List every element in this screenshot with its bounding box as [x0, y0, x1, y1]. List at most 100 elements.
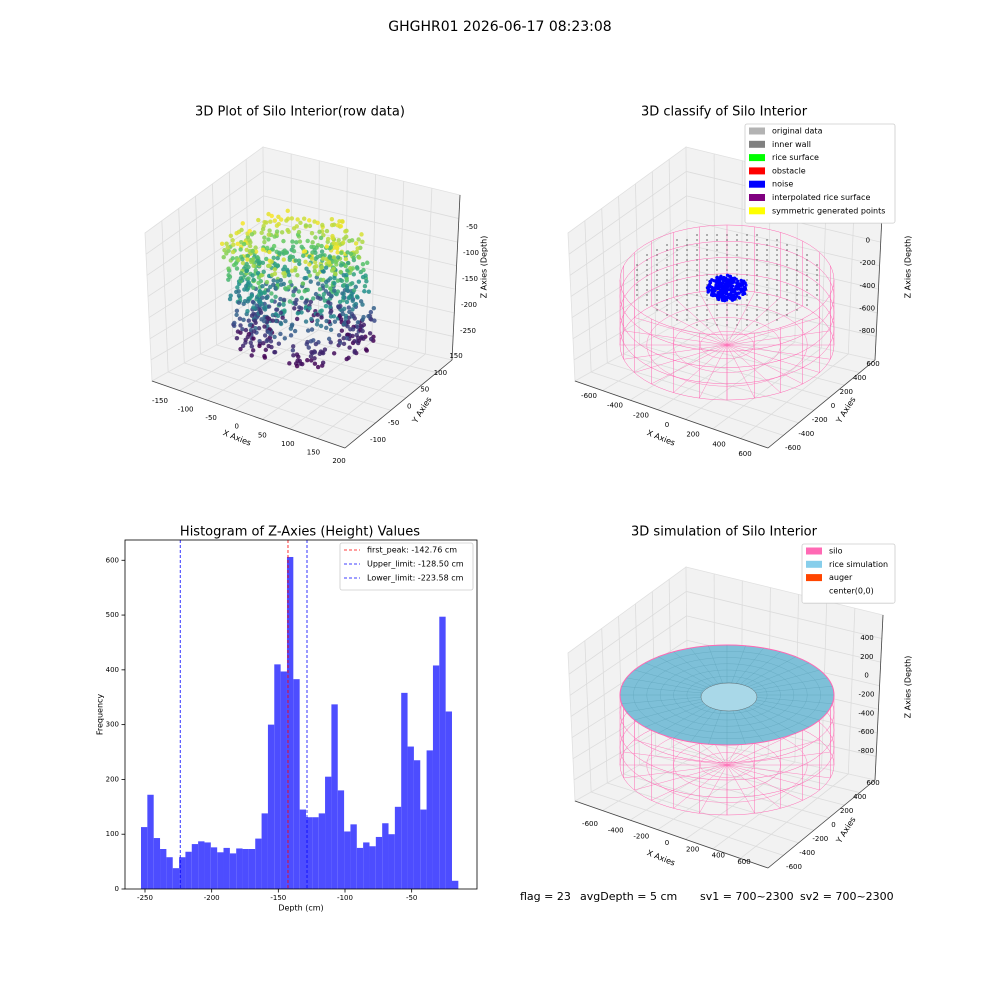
point	[363, 347, 369, 352]
point	[726, 293, 731, 297]
bar	[179, 857, 186, 889]
point	[666, 304, 668, 306]
pane-grid	[671, 326, 860, 373]
point	[329, 216, 335, 222]
point	[720, 295, 724, 299]
point	[706, 299, 708, 301]
point	[816, 284, 818, 286]
point	[264, 338, 269, 344]
point	[729, 285, 733, 290]
point	[276, 214, 281, 220]
point	[303, 319, 309, 324]
point	[666, 309, 668, 311]
point	[366, 289, 372, 294]
x-tick-label: 200	[686, 431, 699, 439]
point	[676, 304, 678, 306]
point	[355, 295, 360, 300]
point	[318, 253, 323, 258]
point	[329, 222, 335, 228]
pane-grid	[150, 293, 265, 361]
point	[766, 289, 768, 291]
x-tick-label: -100	[337, 894, 353, 902]
point	[686, 314, 688, 316]
point	[278, 296, 283, 302]
point	[756, 289, 758, 291]
point	[257, 343, 262, 349]
point	[285, 208, 290, 214]
pane-grid	[601, 628, 608, 784]
point	[706, 244, 708, 246]
y-tick-label: 600	[866, 360, 879, 368]
point	[720, 277, 724, 281]
z-tick-label: -200	[461, 301, 477, 309]
point	[312, 219, 317, 224]
point	[796, 259, 798, 261]
point	[332, 275, 337, 281]
point	[646, 299, 648, 301]
point	[646, 284, 648, 286]
point	[244, 268, 249, 274]
point	[281, 257, 286, 262]
legend-swatch	[749, 167, 765, 175]
point	[346, 305, 352, 310]
point	[261, 341, 266, 346]
z-tick-label: -150	[462, 275, 478, 283]
point	[294, 240, 299, 245]
point	[243, 327, 249, 333]
point	[265, 315, 270, 320]
point	[776, 269, 778, 271]
y-tick-label: -400	[798, 430, 814, 438]
surface-mesh	[633, 651, 821, 739]
point	[309, 350, 314, 355]
footer-text: avgDepth = 5 cm	[580, 890, 677, 903]
point	[696, 304, 698, 306]
point	[676, 309, 678, 311]
point	[287, 299, 293, 304]
point	[266, 232, 271, 237]
point	[706, 234, 708, 236]
point	[816, 294, 818, 296]
point	[348, 327, 353, 332]
point	[706, 269, 708, 271]
point	[676, 274, 678, 276]
point	[646, 259, 648, 261]
point	[348, 251, 354, 256]
point	[318, 235, 324, 241]
point	[250, 348, 256, 353]
point	[756, 294, 758, 296]
point	[332, 281, 337, 286]
point	[335, 255, 341, 260]
bar	[426, 750, 433, 889]
point	[736, 254, 738, 256]
point	[737, 295, 741, 299]
point	[338, 340, 343, 346]
point	[236, 289, 241, 294]
bar	[274, 664, 281, 889]
z-tick-label: -50	[466, 223, 477, 231]
point	[351, 272, 356, 277]
point	[275, 255, 280, 261]
plot-frame	[124, 539, 478, 890]
point	[309, 244, 314, 250]
x-tick-label: -150	[270, 894, 286, 902]
point	[786, 309, 788, 311]
point	[717, 295, 721, 299]
pane-grid	[212, 183, 217, 346]
point	[786, 279, 788, 281]
axis-line	[874, 614, 884, 781]
point	[308, 354, 314, 359]
point	[806, 294, 808, 296]
point	[766, 284, 768, 286]
point	[756, 299, 758, 301]
point	[341, 295, 346, 300]
point	[317, 287, 323, 292]
x-tick-label: 150	[307, 448, 320, 456]
point	[766, 294, 768, 296]
pane-grid	[657, 755, 769, 831]
point	[806, 264, 808, 266]
point	[278, 320, 283, 326]
point	[359, 232, 364, 237]
point	[317, 229, 322, 234]
point	[258, 291, 264, 296]
